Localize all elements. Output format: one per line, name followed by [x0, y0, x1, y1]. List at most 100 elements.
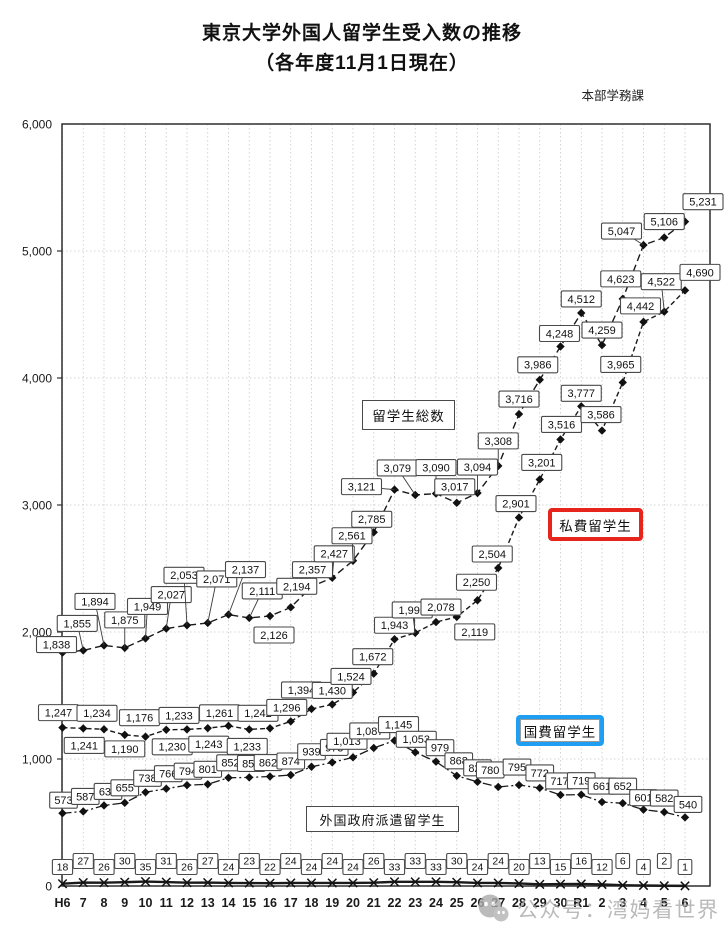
legend-government-students: 国費留学生 — [516, 715, 604, 746]
svg-text:794: 794 — [179, 766, 197, 778]
svg-text:1,524: 1,524 — [337, 671, 365, 683]
svg-text:24: 24 — [223, 862, 235, 874]
svg-text:587: 587 — [76, 791, 94, 803]
svg-text:939: 939 — [302, 747, 320, 759]
svg-text:2,071: 2,071 — [203, 574, 231, 586]
svg-text:23: 23 — [408, 896, 422, 910]
svg-text:24: 24 — [347, 862, 359, 874]
svg-text:3,017: 3,017 — [441, 482, 469, 494]
svg-text:7: 7 — [80, 896, 87, 910]
svg-text:3,986: 3,986 — [524, 360, 552, 372]
svg-text:20: 20 — [346, 896, 360, 910]
svg-text:1,087: 1,087 — [356, 726, 384, 738]
svg-text:30: 30 — [119, 856, 131, 868]
svg-text:4,623: 4,623 — [607, 274, 635, 286]
svg-text:582: 582 — [655, 793, 673, 805]
svg-text:3,716: 3,716 — [505, 394, 533, 406]
svg-text:2: 2 — [599, 896, 606, 910]
svg-text:3,586: 3,586 — [587, 409, 615, 421]
svg-text:2,078: 2,078 — [427, 602, 455, 614]
svg-text:33: 33 — [430, 862, 442, 874]
svg-text:3,308: 3,308 — [484, 436, 512, 448]
svg-text:22: 22 — [264, 862, 276, 874]
svg-text:1,053: 1,053 — [402, 734, 430, 746]
svg-text:2,250: 2,250 — [463, 577, 491, 589]
svg-text:719: 719 — [572, 776, 590, 788]
svg-text:28: 28 — [512, 896, 526, 910]
svg-text:8: 8 — [101, 896, 108, 910]
svg-text:26: 26 — [98, 862, 110, 874]
svg-text:2,027: 2,027 — [157, 589, 185, 601]
svg-text:24: 24 — [326, 856, 338, 868]
svg-text:1,394: 1,394 — [288, 685, 316, 697]
svg-text:2: 2 — [661, 856, 667, 868]
svg-text:15: 15 — [242, 896, 256, 910]
svg-text:1,943: 1,943 — [381, 620, 409, 632]
svg-text:5: 5 — [661, 896, 668, 910]
svg-text:3,516: 3,516 — [548, 419, 576, 431]
svg-text:33: 33 — [409, 856, 421, 868]
svg-text:3,121: 3,121 — [348, 482, 376, 494]
svg-text:1,242: 1,242 — [244, 708, 272, 720]
svg-text:3,777: 3,777 — [567, 388, 595, 400]
svg-text:874: 874 — [282, 756, 300, 768]
svg-text:22: 22 — [388, 896, 402, 910]
svg-text:13: 13 — [201, 896, 215, 910]
svg-text:1,234: 1,234 — [83, 708, 111, 720]
svg-text:4: 4 — [641, 862, 647, 874]
svg-text:655: 655 — [116, 783, 134, 795]
svg-text:9: 9 — [121, 896, 128, 910]
svg-text:1,230: 1,230 — [158, 742, 186, 754]
svg-text:19: 19 — [325, 896, 339, 910]
svg-text:801: 801 — [199, 764, 217, 776]
svg-text:1,838: 1,838 — [43, 639, 71, 651]
svg-text:4,259: 4,259 — [588, 325, 616, 337]
svg-text:6,000: 6,000 — [22, 118, 52, 132]
svg-text:1,241: 1,241 — [70, 740, 98, 752]
svg-text:33: 33 — [389, 862, 401, 874]
svg-text:3,094: 3,094 — [464, 462, 492, 474]
svg-text:26: 26 — [471, 896, 485, 910]
svg-text:2,427: 2,427 — [320, 549, 348, 561]
svg-text:4,248: 4,248 — [546, 328, 574, 340]
svg-text:1,190: 1,190 — [111, 744, 139, 756]
svg-text:3: 3 — [619, 896, 626, 910]
svg-text:20: 20 — [513, 862, 525, 874]
svg-text:4,512: 4,512 — [567, 294, 595, 306]
svg-text:1: 1 — [682, 862, 688, 874]
svg-text:30: 30 — [451, 856, 463, 868]
svg-text:23: 23 — [243, 856, 255, 868]
svg-text:3,090: 3,090 — [422, 462, 450, 474]
svg-text:25: 25 — [450, 896, 464, 910]
svg-text:26: 26 — [181, 862, 193, 874]
svg-text:11: 11 — [160, 896, 173, 910]
svg-text:1,000: 1,000 — [22, 753, 52, 767]
svg-text:2,504: 2,504 — [478, 549, 506, 561]
svg-text:738: 738 — [138, 773, 156, 785]
svg-text:766: 766 — [159, 769, 177, 781]
svg-text:H6: H6 — [55, 896, 71, 910]
svg-text:26: 26 — [368, 856, 380, 868]
svg-text:1,894: 1,894 — [81, 596, 109, 608]
svg-text:1,855: 1,855 — [63, 618, 91, 630]
svg-text:6: 6 — [682, 896, 689, 910]
svg-text:1,176: 1,176 — [126, 713, 154, 725]
svg-text:3,000: 3,000 — [22, 499, 52, 513]
svg-text:16: 16 — [263, 896, 277, 910]
svg-text:15: 15 — [555, 862, 567, 874]
credit-label: 本部学務課 — [581, 89, 644, 103]
svg-text:1,993: 1,993 — [398, 605, 426, 617]
svg-text:772: 772 — [531, 768, 549, 780]
svg-text:18: 18 — [305, 896, 319, 910]
svg-text:12: 12 — [596, 862, 608, 874]
svg-text:31: 31 — [160, 856, 172, 868]
svg-text:2,119: 2,119 — [461, 627, 488, 639]
legend-foreign-govt-dispatch-students: 外国政府派遣留学生 — [306, 806, 459, 832]
svg-text:2,111: 2,111 — [249, 586, 275, 598]
svg-text:5,231: 5,231 — [689, 197, 717, 209]
svg-text:29: 29 — [533, 896, 547, 910]
svg-text:4,690: 4,690 — [686, 267, 714, 279]
svg-text:24: 24 — [429, 896, 443, 910]
